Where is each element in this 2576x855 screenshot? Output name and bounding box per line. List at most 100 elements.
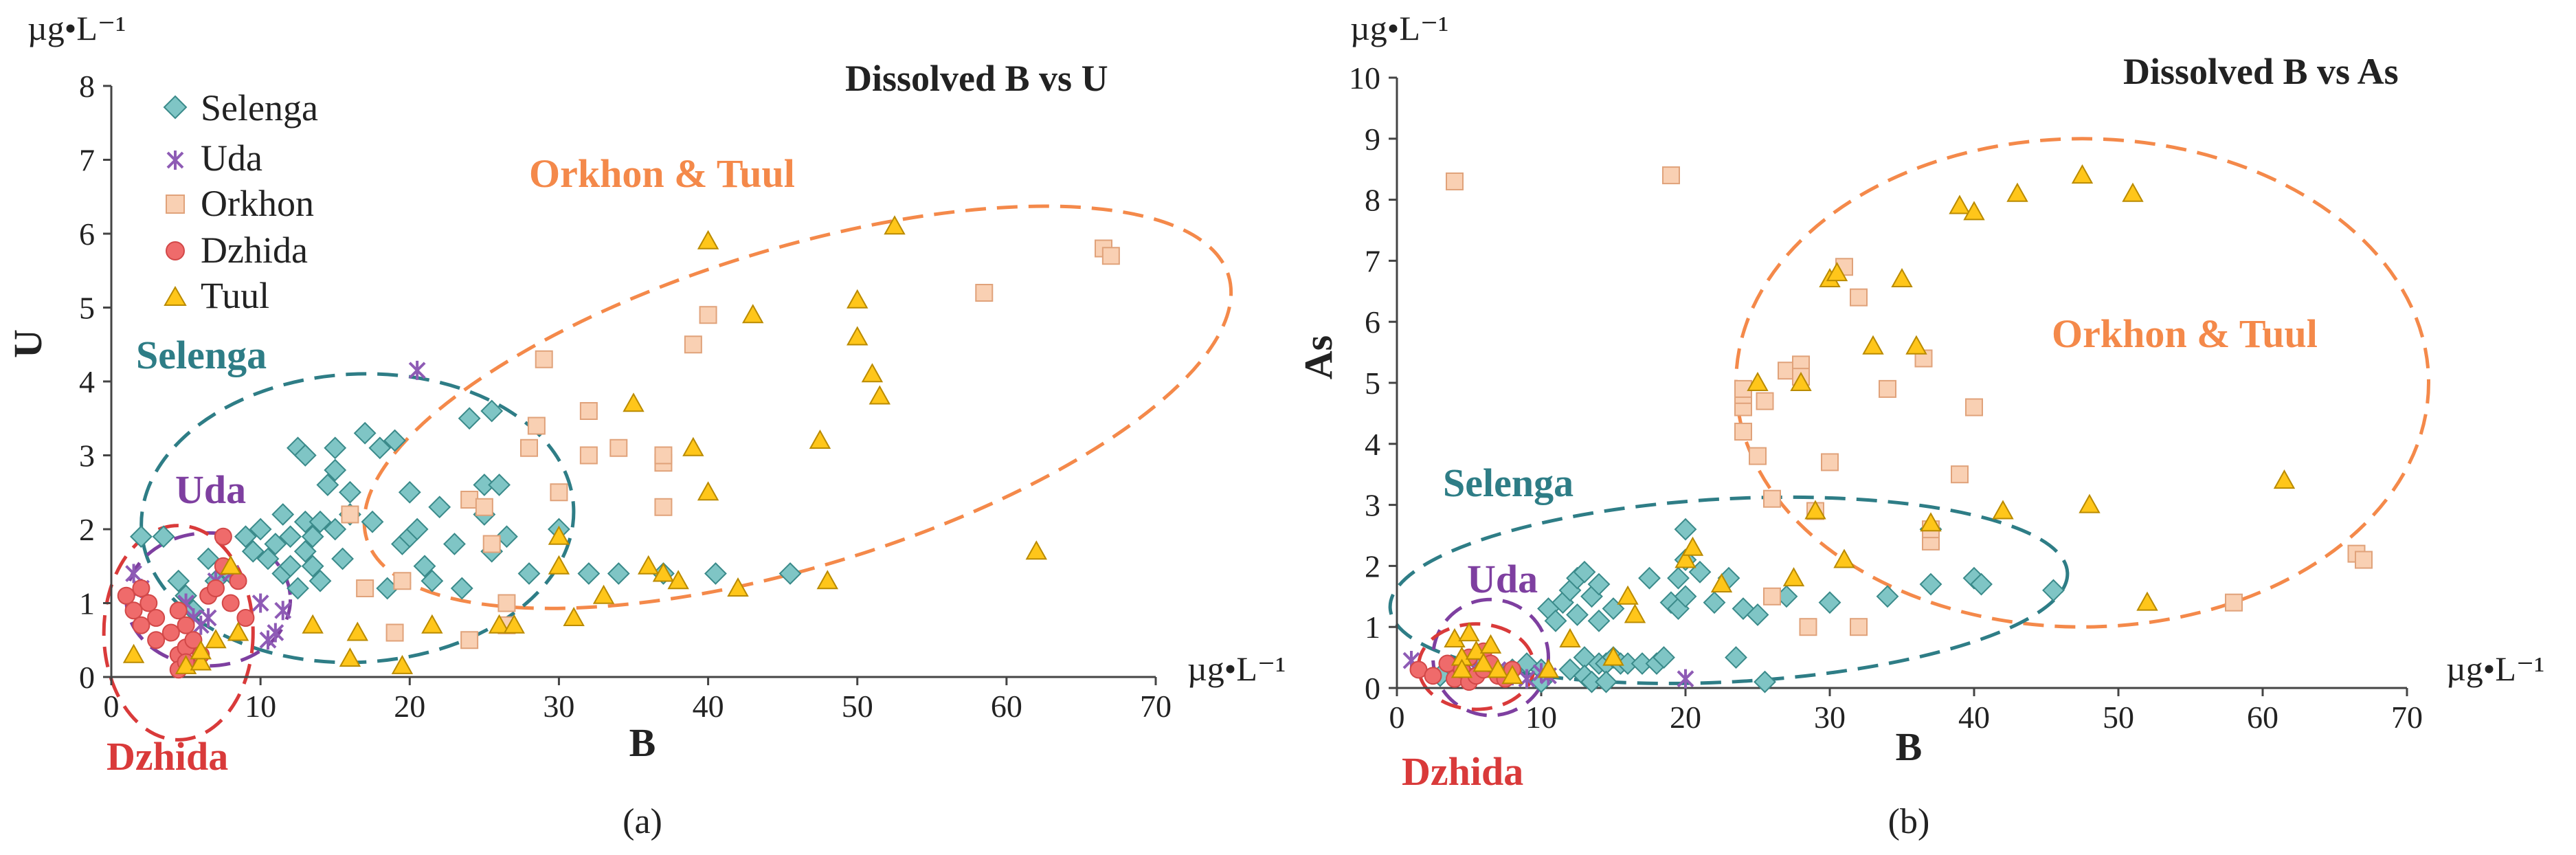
point-tuul	[1992, 500, 2014, 520]
region-label-dzhida: Dzhida	[107, 734, 228, 779]
point-tuul	[809, 429, 831, 449]
region-ellipse-orkhon-tuul	[362, 204, 1233, 610]
point-orkhon	[535, 350, 553, 368]
legend-marker-triangle	[164, 285, 187, 306]
x-tick-label: 10	[1525, 700, 1557, 735]
point-orkhon	[550, 483, 568, 502]
point-tuul	[421, 614, 443, 634]
axes-b: 0 10 20 30 40 50 60 70 0 1 2 3 4 5 6 7 8 9 10	[1349, 60, 2423, 735]
y-axis-title: As	[1296, 335, 1341, 379]
point-selenga	[413, 555, 436, 578]
point-dzhida	[236, 609, 255, 627]
point-orkhon	[497, 594, 516, 612]
point-tuul	[1949, 195, 1971, 214]
point-tuul	[1833, 548, 1855, 568]
point-selenga	[1674, 518, 1697, 541]
unit-label-y: µg•L⁻¹	[1350, 9, 1448, 47]
y-axis-title: U	[5, 329, 50, 358]
point-selenga	[443, 533, 466, 555]
y-tick-label: 8	[79, 69, 95, 104]
point-selenga	[517, 562, 541, 585]
legend-marker-asterisk	[166, 151, 184, 170]
x-axis-title: B	[1896, 724, 1923, 769]
point-selenga	[577, 562, 601, 585]
point-tuul	[816, 570, 838, 590]
point-orkhon	[475, 498, 493, 516]
point-selenga	[293, 510, 317, 533]
point-selenga	[361, 510, 384, 533]
point-tuul	[122, 643, 145, 663]
point-tuul	[638, 555, 660, 575]
unit-label-x: µg•L⁻¹	[1187, 649, 1286, 688]
point-tuul	[2071, 164, 2094, 184]
point-selenga	[309, 510, 332, 533]
point-tuul	[869, 385, 891, 405]
point-tuul	[205, 629, 227, 649]
point-dzhida	[229, 572, 247, 590]
point-selenga	[405, 518, 429, 541]
point-orkhon	[579, 402, 598, 420]
point-tuul	[1465, 640, 1488, 660]
point-orkhon	[341, 505, 359, 524]
point-selenga	[1595, 670, 1617, 693]
point-selenga	[256, 547, 280, 570]
legend-label: Selenga	[201, 87, 318, 129]
point-tuul	[1920, 512, 1942, 532]
y-tick-label: 7	[1365, 243, 1380, 278]
point-dzhida	[124, 601, 143, 620]
point-tuul	[548, 525, 570, 545]
axes-a: 0 10 20 30 40 50 60 70 0 1 2 3 4 5 6 7 8	[79, 69, 1172, 724]
point-tuul	[884, 215, 906, 235]
point-selenga	[480, 399, 504, 423]
point-uda	[199, 608, 217, 628]
x-tick-label: 30	[543, 689, 574, 724]
group-regions-a	[102, 204, 1233, 742]
y-tick-label: 4	[79, 364, 95, 399]
point-orkhon	[1662, 166, 1680, 185]
point-selenga	[421, 569, 444, 592]
point-selenga	[704, 562, 727, 585]
point-tuul	[1891, 267, 1913, 288]
point-selenga	[293, 444, 317, 467]
x-tick-label: 20	[1670, 700, 1701, 735]
point-orkhon	[654, 498, 673, 516]
group-regions-b	[1388, 137, 2430, 718]
point-tuul	[190, 640, 212, 660]
x-axis-title: B	[629, 720, 656, 765]
region-label-dzhida: Dzhida	[1402, 749, 1523, 794]
point-selenga	[458, 407, 481, 430]
point-tuul	[623, 392, 645, 412]
point-tuul	[1479, 634, 1502, 654]
point-uda	[251, 593, 269, 613]
tick-labels-a: 0 10 20 30 40 50 60 70 0 1 2 3 4 5 6 7 8	[79, 69, 1172, 724]
point-tuul	[847, 289, 869, 309]
x-tick-label: 0	[104, 689, 120, 724]
point-selenga	[301, 525, 324, 548]
unit-label-y: µg•L⁻¹	[27, 9, 126, 47]
point-dzhida	[117, 586, 135, 605]
region-ellipse-selenga	[1388, 495, 2070, 685]
point-dzhida	[221, 594, 240, 612]
point-tuul	[175, 654, 197, 674]
point-tuul	[503, 614, 525, 634]
point-tuul	[592, 584, 615, 604]
point-tuul	[2079, 493, 2101, 513]
point-tuul	[488, 614, 511, 634]
point-selenga	[353, 421, 377, 445]
legend-marker-square	[166, 195, 185, 214]
point-selenga	[1876, 585, 1899, 608]
y-tick-label: 9	[1365, 122, 1380, 157]
point-dzhida	[184, 631, 203, 649]
point-selenga	[779, 562, 802, 585]
y-tick-label: 0	[79, 660, 95, 695]
point-selenga	[1754, 670, 1776, 693]
point-selenga	[1573, 560, 1596, 584]
point-tuul	[1862, 335, 1884, 355]
point-orkhon	[1965, 398, 1983, 417]
point-selenga	[2042, 579, 2065, 602]
point-orkhon	[1446, 172, 1464, 190]
point-orkhon	[654, 446, 673, 465]
point-selenga	[1638, 566, 1661, 590]
point-tuul	[1537, 658, 1560, 678]
